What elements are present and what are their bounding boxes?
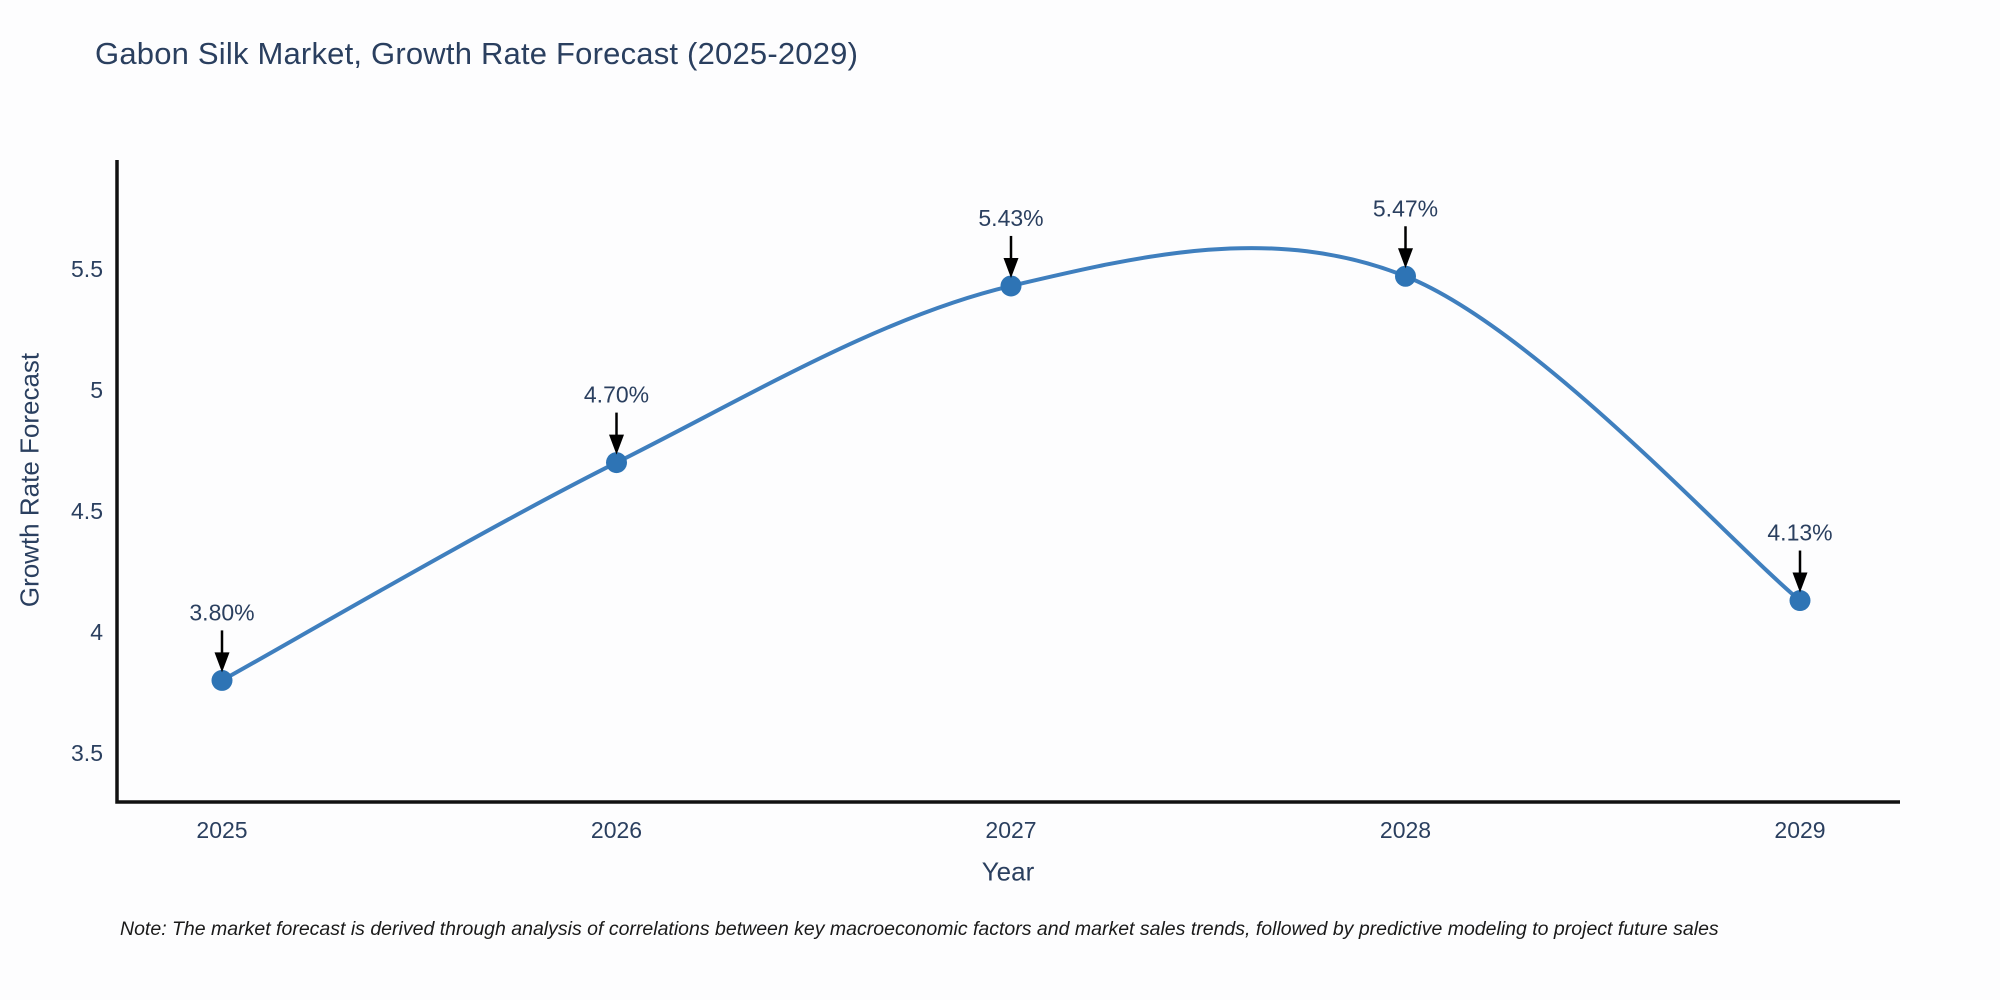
data-point-label: 5.47% (1373, 195, 1438, 221)
data-point-marker (1789, 590, 1811, 612)
data-point-marker (1000, 275, 1022, 297)
y-tick-label: 4.5 (71, 498, 103, 524)
chart-title: Gabon Silk Market, Growth Rate Forecast … (95, 36, 859, 71)
data-point-label: 4.13% (1767, 520, 1832, 546)
y-tick-label: 5 (90, 377, 103, 403)
annotation-arrowhead (214, 652, 230, 673)
x-tick-label: 2029 (1774, 817, 1825, 843)
data-point-label: 4.70% (584, 382, 649, 408)
x-axis-title: Year (981, 856, 1035, 887)
data-point-marker (1395, 265, 1416, 287)
annotation-arrowhead (609, 434, 624, 455)
y-axis-title: Growth Rate Forecast (14, 352, 45, 608)
data-point-marker (211, 669, 233, 691)
axis-spines (115, 160, 1900, 804)
data-point-label: 5.43% (978, 205, 1043, 231)
y-tick-label: 4 (90, 619, 103, 645)
forecast-line (220, 246, 1802, 683)
data-point-marker (606, 452, 627, 474)
annotation-arrowhead (1398, 248, 1413, 269)
annotation-arrowhead (1792, 572, 1808, 593)
y-tick-label: 3.5 (71, 740, 103, 766)
annotation-arrowhead (1003, 257, 1019, 278)
footnote: Note: The market forecast is derived thr… (120, 918, 1719, 940)
x-tick-label: 2026 (591, 817, 642, 843)
data-point-label: 3.80% (189, 599, 254, 625)
x-tick-label: 2027 (985, 817, 1036, 843)
x-tick-label: 2028 (1380, 817, 1431, 843)
y-tick-label: 5.5 (71, 256, 103, 282)
x-tick-label: 2025 (196, 817, 247, 843)
